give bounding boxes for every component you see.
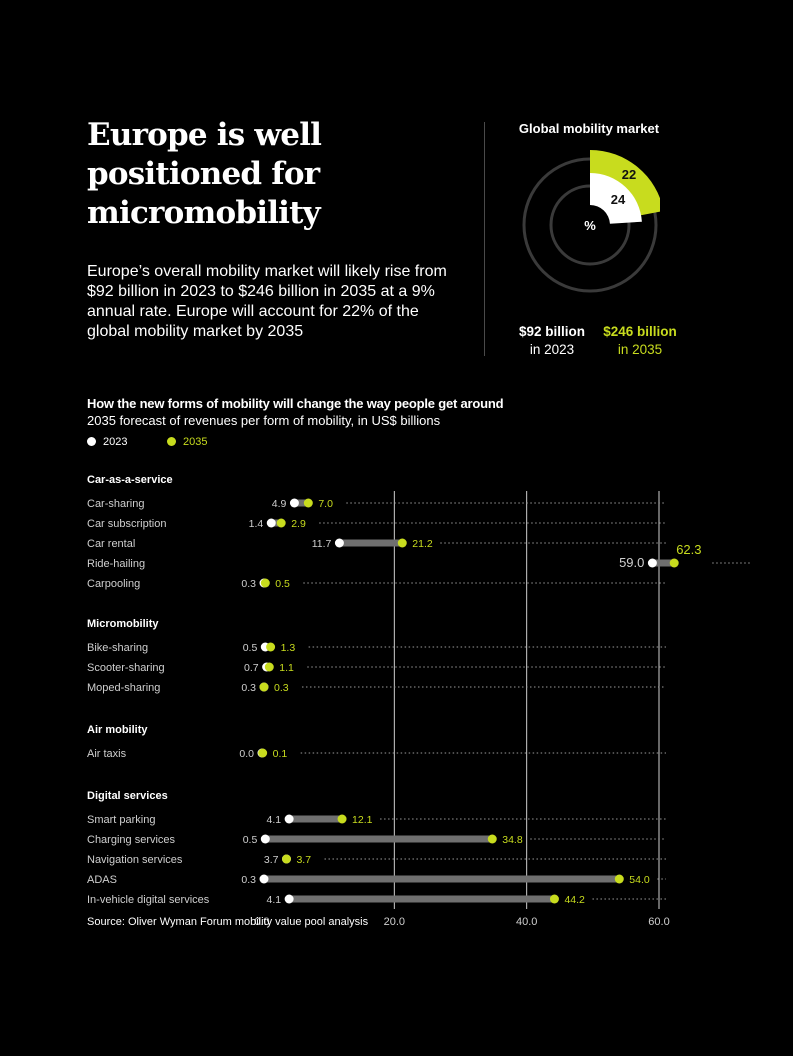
point-2023 [284,814,294,824]
point-2023 [647,558,657,568]
intro-paragraph: Europe’s overall mobility market will li… [87,263,447,340]
value-label-2023: 1.4 [249,518,264,530]
point-2023 [284,894,294,904]
legend-dot-2035 [167,437,176,446]
value-label-2023: 3.7 [264,854,279,866]
row-label: Car subscription [87,518,166,530]
value-label-2023: 11.7 [312,538,332,550]
value-label-2035: 0.3 [274,682,289,694]
chart-subtitle: 2035 forecast of revenues per form of mo… [87,413,441,428]
point-2035 [259,682,269,692]
legend-2035-total: $246 billion in 2035 [596,323,684,359]
row-label: ADAS [87,874,117,886]
value-label-2035: 1.3 [281,642,296,654]
tick-label: 40.0 [516,916,537,928]
legend-2023-value: $92 billion [518,324,586,339]
legend-label-2035: 2035 [183,436,208,448]
point-2035 [281,854,291,864]
point-2035 [337,814,347,824]
segment-2023 [590,173,642,224]
value-label-2035: 12.1 [352,814,373,826]
value-label-2035: 54.0 [629,874,650,886]
segment-2035 [590,150,660,218]
row-label: Navigation services [87,854,183,866]
percent-label: % [584,218,596,233]
group-label: Car-as-a-service [87,474,173,486]
point-2035 [614,874,624,884]
row-label: Bike-sharing [87,642,148,654]
value-label-2035: 44.2 [564,894,585,906]
tick-label: 20.0 [384,916,405,928]
row-label: Charging services [87,834,176,846]
tick-label: 60.0 [648,916,669,928]
point-2035 [487,834,497,844]
value-label-2023: 0.0 [239,748,254,760]
row-label: In-vehicle digital services [87,894,210,906]
value-label-2035: 3.7 [296,854,311,866]
point-2035 [264,662,274,672]
point-2035 [303,498,313,508]
row-label: Car rental [87,538,135,550]
global-market-title: Global mobility market [518,121,660,136]
row-label: Air taxis [87,748,127,760]
share-2023-label: 24 [611,192,626,207]
row-label: Ride-hailing [87,558,145,570]
value-label-2023: 0.5 [243,834,258,846]
vertical-divider [484,122,485,356]
value-label-2023: 0.3 [241,578,256,590]
value-label-2035: 0.5 [275,578,290,590]
point-2023 [260,834,270,844]
global-market-donut: 22 24 % [522,150,660,293]
legend-dot-2023 [87,437,96,446]
group-label: Digital services [87,790,168,802]
value-label-2023: 4.1 [267,894,282,906]
value-label-2035: 21.2 [412,538,433,550]
legend-2035-year: in 2035 [617,342,663,357]
value-label-2023: 0.7 [244,662,259,674]
point-2035 [266,642,276,652]
value-label-2035: 34.8 [502,834,523,846]
share-2035-label: 22 [622,167,636,182]
value-label-2023: 0.3 [241,682,256,694]
value-label-2035: 0.1 [273,748,288,760]
legend-item-2023: 2023 [87,436,127,448]
page-title: Europe is well positioned for micromobil… [87,117,322,231]
chart-title: How the new forms of mobility will chang… [87,396,504,411]
row-label: Smart parking [87,814,155,826]
point-2035 [549,894,559,904]
point-2035 [258,748,268,758]
value-label-2023: 0.5 [243,642,258,654]
value-label-2035: 7.0 [318,498,333,510]
row-label: Scooter-sharing [87,662,165,674]
point-2035 [397,538,407,548]
value-label-2035: 1.1 [279,662,294,674]
value-label-2023: 4.9 [272,498,287,510]
value-label-2023: 0.3 [241,874,256,886]
row-label: Moped-sharing [87,682,160,694]
group-label: Micromobility [87,618,159,630]
group-label: Air mobility [87,724,148,736]
value-label-2035: 2.9 [291,518,306,530]
legend-label-2023: 2023 [103,436,128,448]
legend-item-2035: 2035 [167,436,207,448]
legend-2035-value: $246 billion [603,324,677,339]
point-2035 [260,578,270,588]
value-label-2023: 59.0 [619,555,644,570]
row-label: Car-sharing [87,498,144,510]
legend-2023-year: in 2023 [529,342,575,357]
point-2035 [276,518,286,528]
point-2023 [289,498,299,508]
value-label-2023: 4.1 [267,814,282,826]
point-2023 [334,538,344,548]
point-2023 [266,518,276,528]
row-label: Carpooling [87,578,140,590]
legend-2023-total: $92 billion in 2023 [512,323,592,359]
point-2023 [259,874,269,884]
source-note: Source: Oliver Wyman Forum mobility valu… [87,916,369,928]
tick-label: 0.0 [254,916,269,928]
value-label-2035: 62.3 [676,542,701,557]
point-2035 [669,558,679,568]
